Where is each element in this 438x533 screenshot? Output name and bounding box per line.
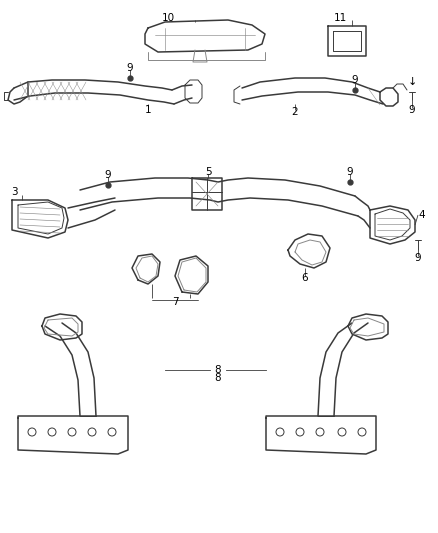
Text: 9: 9 xyxy=(409,105,415,115)
Text: 6: 6 xyxy=(302,273,308,283)
Text: 2: 2 xyxy=(292,107,298,117)
Text: 5: 5 xyxy=(205,167,211,177)
Text: 3: 3 xyxy=(11,187,18,197)
Text: 9: 9 xyxy=(347,167,353,177)
Text: 11: 11 xyxy=(333,13,346,23)
Text: 9: 9 xyxy=(352,75,358,85)
Text: 1: 1 xyxy=(145,105,151,115)
Text: 9: 9 xyxy=(105,170,111,180)
Text: 4: 4 xyxy=(419,210,425,220)
Text: 10: 10 xyxy=(162,13,175,23)
Text: 8: 8 xyxy=(215,373,221,383)
Text: ↓: ↓ xyxy=(407,77,417,87)
Text: 9: 9 xyxy=(127,63,133,73)
Text: 7: 7 xyxy=(172,297,178,307)
Text: 8: 8 xyxy=(215,365,221,375)
Text: 9: 9 xyxy=(415,253,421,263)
